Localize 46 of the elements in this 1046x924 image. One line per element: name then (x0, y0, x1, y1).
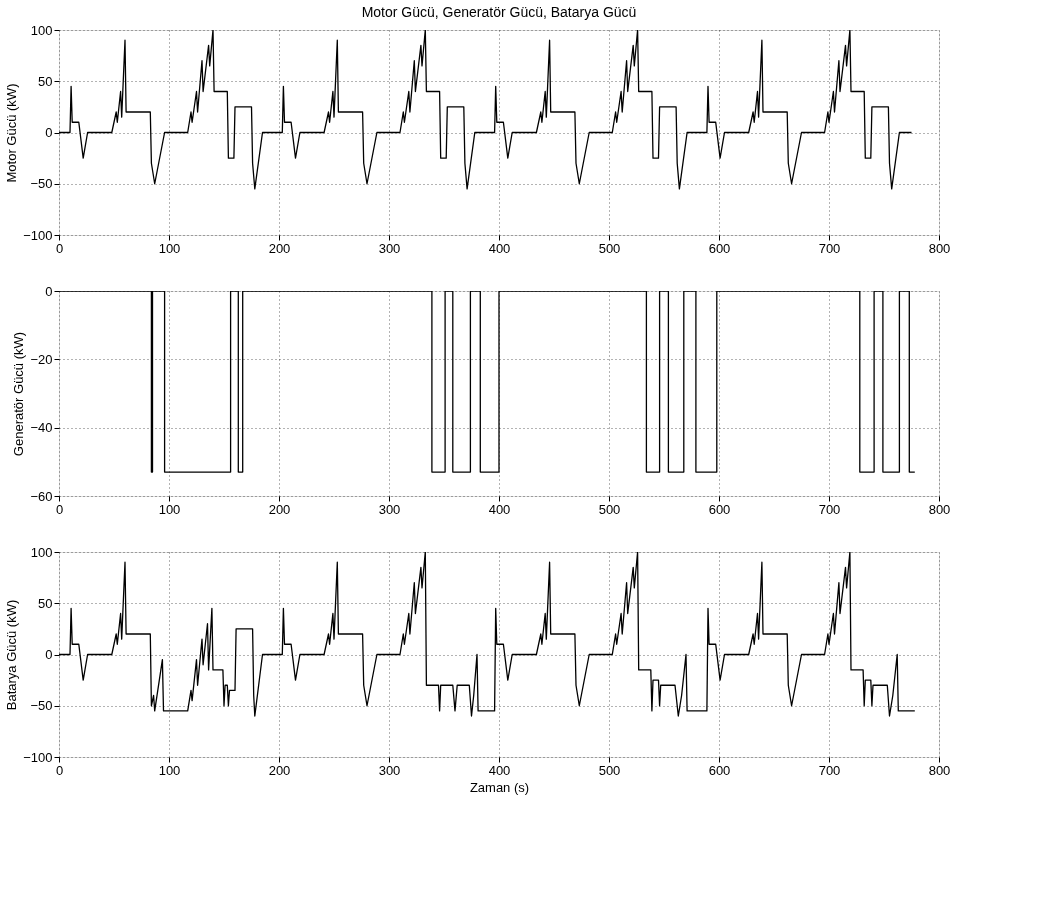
x-tick-label: 800 (928, 762, 951, 778)
x-tick-label: 100 (158, 501, 181, 517)
chart-title: Motor Gücü, Generatör Gücü, Batarya Gücü (361, 4, 637, 20)
y-tick-label: 100 (30, 22, 53, 38)
y-tick-label: 100 (30, 544, 53, 560)
x-tick-label: 600 (708, 762, 731, 778)
y-tick-label: −50 (30, 698, 53, 714)
x-tick-label: 800 (928, 501, 951, 517)
y-axis-title: Motor Gücü (kW) (4, 83, 20, 183)
x-tick-label: 200 (268, 501, 291, 517)
x-tick-label: 0 (55, 762, 64, 778)
x-tick-label: 0 (55, 240, 64, 256)
y-axis-title: Batarya Gücü (kW) (4, 599, 20, 711)
x-tick-label: 200 (268, 762, 291, 778)
y-tick-label: −60 (30, 488, 53, 504)
x-tick-label: 600 (708, 501, 731, 517)
x-tick-label: 500 (598, 762, 621, 778)
x-tick-label: 500 (598, 501, 621, 517)
x-tick-label: 700 (818, 501, 841, 517)
y-tick-label: −100 (23, 227, 53, 243)
x-tick-label: 300 (378, 240, 401, 256)
x-tick-label: 100 (158, 762, 181, 778)
y-tick-label: −40 (30, 420, 53, 436)
x-tick-label: 400 (488, 762, 511, 778)
x-tick-label: 800 (928, 240, 951, 256)
x-axis-title: Zaman (s) (469, 779, 530, 795)
y-tick-label: 0 (45, 647, 53, 662)
y-tick-label: 50 (38, 73, 53, 89)
x-tick-label: 0 (55, 501, 64, 517)
x-tick-label: 500 (598, 240, 621, 256)
y-tick-label: 0 (45, 125, 53, 140)
y-tick-label: 0 (45, 283, 53, 299)
y-tick-label: 50 (38, 595, 53, 611)
y-tick-label: −20 (30, 351, 53, 367)
x-tick-label: 200 (268, 240, 291, 256)
x-tick-label: 300 (378, 501, 401, 517)
x-tick-label: 300 (378, 762, 401, 778)
y-tick-label: −100 (23, 749, 53, 765)
x-tick-label: 700 (818, 762, 841, 778)
y-axis-title: Generatör Gücü (kW) (11, 331, 27, 457)
y-tick-label: −50 (30, 176, 53, 192)
x-tick-label: 400 (488, 240, 511, 256)
x-tick-label: 700 (818, 240, 841, 256)
x-tick-label: 400 (488, 501, 511, 517)
x-tick-label: 600 (708, 240, 731, 256)
x-tick-label: 100 (158, 240, 181, 256)
